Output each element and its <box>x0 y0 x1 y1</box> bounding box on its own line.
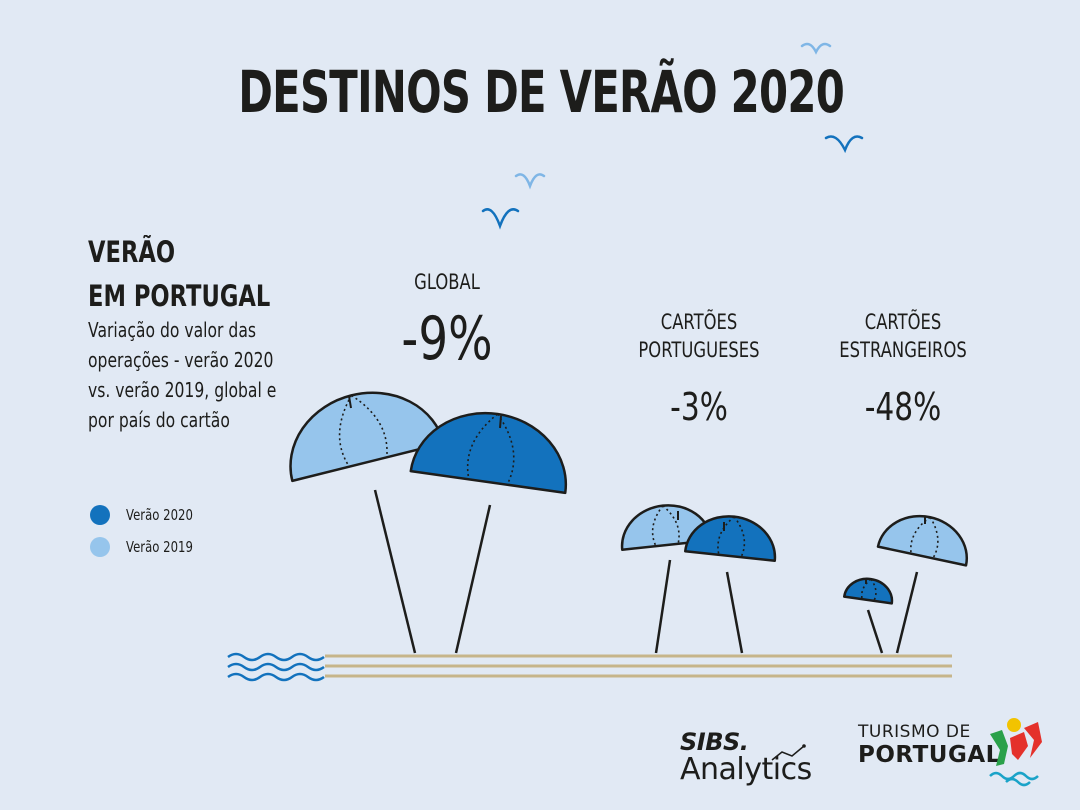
description-line: Variação do valor das <box>88 318 257 342</box>
birds-decoration <box>481 42 864 230</box>
umbrella-mark-global-2020 <box>409 411 568 654</box>
umbrella-rib <box>870 578 877 602</box>
heading-line-1: VERÃO <box>88 235 176 269</box>
umbrella-marks <box>289 391 968 654</box>
waves-decoration <box>227 652 325 682</box>
heading-line-2: EM PORTUGAL <box>88 279 271 313</box>
umbrella-rib <box>860 578 872 600</box>
group-label: CARTÕES <box>864 310 942 334</box>
group-label: ESTRANGEIROS <box>839 338 967 362</box>
wave-icon <box>227 662 325 672</box>
umbrella-pole <box>866 609 884 654</box>
sibs-logo-text: SIBS. <box>680 728 749 756</box>
wave-icon <box>227 652 325 662</box>
umbrella-canopy <box>409 411 568 495</box>
tp-logo-line-2: PORTUGAL <box>858 742 1001 768</box>
description-line: por país do cartão <box>88 408 230 432</box>
umbrella-mark-cartões-portugueses-2020 <box>683 515 777 654</box>
umbrella-canopy <box>289 391 445 483</box>
group-label: PORTUGUESES <box>638 338 760 362</box>
umbrella-pole <box>725 571 744 654</box>
umbrella-rib <box>350 394 388 458</box>
bird-icon <box>800 42 832 55</box>
umbrella-pole <box>895 571 919 654</box>
description-line: vs. verão 2019, global e <box>88 378 277 402</box>
tp-logo-line-1: TURISMO DE <box>858 722 971 742</box>
group-value: -9% <box>401 304 493 374</box>
umbrella-mark-global-2019 <box>289 391 445 654</box>
umbrella-pole <box>373 489 417 654</box>
umbrella-canopy <box>876 514 968 567</box>
umbrella-rib <box>466 413 499 480</box>
section-heading: VERÃO EM PORTUGAL <box>88 230 270 318</box>
umbrella-mark-cartões-estrangeiros-2019 <box>876 514 968 654</box>
turismo-portugal-emblem-icon <box>989 718 1042 787</box>
bird-icon <box>514 173 546 190</box>
group-value: -48% <box>864 385 942 429</box>
sibs-logo-subtext: Analytics <box>680 752 812 787</box>
legend-label: Verão 2019 <box>126 538 193 556</box>
legend-item-2020: Verão 2020 <box>90 505 212 525</box>
umbrella-pole <box>454 504 492 654</box>
umbrella-mark-cartões-portugueses-2019 <box>620 504 714 654</box>
group-label: GLOBAL <box>414 270 480 294</box>
description-line: operações - verão 2020 <box>88 348 274 372</box>
sibs-analytics-logo: SIBS. Analytics <box>680 728 812 787</box>
umbrella-pole <box>654 559 672 654</box>
turismo-de-portugal-logo: TURISMO DE PORTUGAL <box>858 722 1001 768</box>
umbrella-canopy <box>683 515 777 562</box>
group-portugueses: CARTÕES PORTUGUESES -3% <box>579 308 819 430</box>
umbrella-mark-cartões-estrangeiros-2020 <box>842 577 894 654</box>
umbrella-canopy <box>842 577 894 605</box>
sibs-chart-icon <box>771 744 806 761</box>
group-global: GLOBAL -9% <box>327 268 567 374</box>
group-value: -3% <box>670 385 728 429</box>
umbrella-rib <box>338 395 353 468</box>
wave-icon <box>227 672 325 682</box>
umbrella-rib <box>496 413 515 486</box>
description: Variação do valor das operações - verão … <box>88 315 276 435</box>
legend-item-2019: Verão 2019 <box>90 537 212 557</box>
group-estrangeiros: CARTÕES ESTRANGEIROS -48% <box>783 308 1023 430</box>
legend-swatch-2019 <box>90 537 110 557</box>
sand-decoration <box>325 654 952 678</box>
legend-swatch-2020 <box>90 505 110 525</box>
legend-label: Verão 2020 <box>126 506 193 524</box>
group-label: CARTÕES <box>660 310 738 334</box>
page-title: DESTINOS DE VERÃO 2020 <box>238 58 845 126</box>
bird-icon <box>824 135 864 154</box>
umbrella-tip <box>348 395 352 409</box>
umbrella-tip <box>499 415 502 429</box>
bird-icon <box>481 208 520 230</box>
